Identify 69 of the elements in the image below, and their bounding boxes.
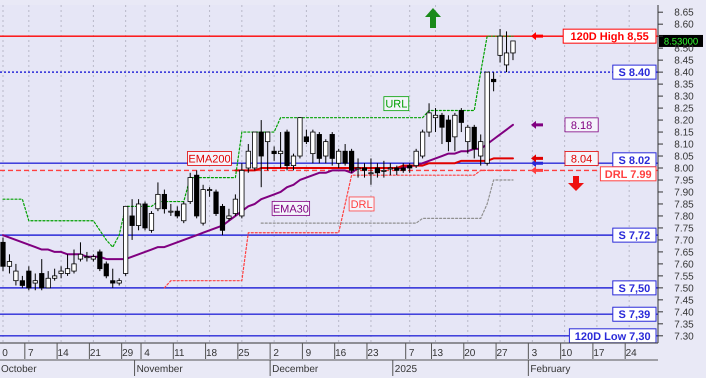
x-tick-label: 23 [367,348,379,359]
ref-line-label: 120D High 8,55 [570,31,649,44]
x-tick-label: 4 [144,348,150,359]
ref-line-label: S 7,72 [618,230,650,242]
y-tick-label: 7.65 [674,247,694,258]
ref-line-label: S 7,50 [618,282,650,295]
y-tick-label: 7.70 [674,235,694,246]
y-tick-label: 7.85 [674,199,694,210]
x-tick-label: 27 [496,348,508,359]
ref-line-label: 120D Low 7,30 [574,330,651,343]
x-tick-label: 18 [206,348,218,359]
text: 2025 [394,364,418,375]
y-tick-label: 8.45 [674,56,694,67]
x-tick-label: 7 [408,348,415,359]
series-label: DRL [350,198,373,211]
line-series [260,179,514,224]
series-label: URL [385,98,408,111]
ref-line-label: DRL 7.99 [604,168,652,181]
y-tick-label: 7.35 [674,319,694,330]
y-tick-label: 8.15 [674,128,694,139]
x-tick-label: 10 [561,348,573,359]
y-tick-label: 7.80 [674,211,694,222]
text: November [136,364,184,375]
y-tick-label: 8.60 [674,20,694,31]
text: December [272,364,319,375]
x-tick-label: 14 [58,348,70,359]
y-tick-label: 7.45 [674,295,694,306]
x-tick-label: 25 [238,348,250,359]
y-tick-label: 8.65 [674,8,694,19]
x-tick-label: 3 [532,348,538,359]
y-tick-label: 8.35 [674,80,694,91]
x-tick-label: 13 [432,348,444,359]
y-tick-label: 7.90 [674,187,694,198]
x-tick-label: 17 [593,348,605,359]
annotation: 8.04 [570,153,592,166]
ref-line-label: S 8.02 [618,154,650,167]
x-tick-label: 11 [174,348,185,359]
series-label: EMA200 [188,153,231,166]
x-tick-label: 29 [122,348,134,359]
y-tick-label: 7.40 [674,307,694,318]
x-tick-label: 9 [306,348,312,359]
y-tick-label: 8.05 [674,152,694,163]
annotation: 8.18 [570,120,592,132]
x-tick-label: 21 [90,348,102,359]
y-tick-label: 7.60 [674,259,694,270]
x-tick-label: 24 [626,348,638,359]
x-tick-label: 16 [335,348,347,359]
x-tick-label: 0 [2,348,8,359]
series-label: EMA30 [272,203,309,216]
x-tick-label: 20 [464,348,476,359]
x-tick-label: 7 [28,348,34,359]
y-tick-label: 7.30 [674,331,694,342]
text: October [1,364,38,375]
y-tick-label: 7.75 [674,223,694,234]
y-tick-label: 8.00 [674,164,694,175]
y-tick-label: 8.20 [674,116,694,127]
y-tick-label: 7.95 [674,175,694,186]
line-series [2,36,514,248]
ref-line-label: S 8.40 [618,67,650,80]
y-tick-label: 8.40 [674,68,694,79]
y-tick-label: 7.50 [674,283,694,294]
y-tick-label: 8.30 [674,92,694,103]
x-tick-label: 2 [273,348,280,359]
text: February [530,364,570,375]
ref-line-label: S 7,39 [618,309,650,322]
y-tick-label: 8.10 [674,140,694,151]
y-tick-label: 7.55 [674,271,694,282]
y-tick-label: 8.25 [674,104,694,115]
y-tick-label: 8.50 [674,44,694,55]
